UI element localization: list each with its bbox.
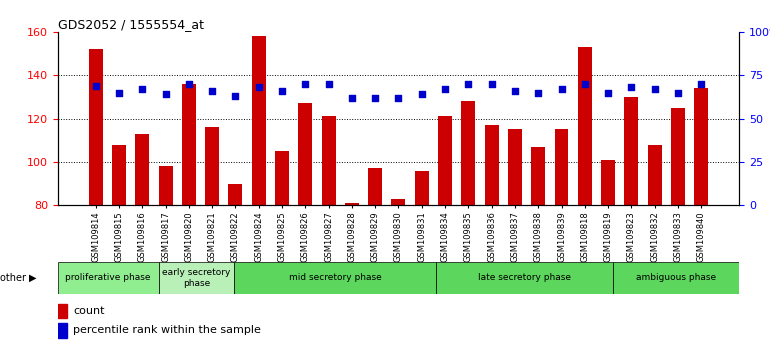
Point xyxy=(323,81,335,87)
Bar xyxy=(58,262,159,294)
Bar xyxy=(229,184,243,205)
Text: other: other xyxy=(0,273,29,283)
Point xyxy=(392,95,404,101)
Bar xyxy=(437,262,613,294)
Bar xyxy=(671,108,685,205)
Point xyxy=(648,86,661,92)
Point xyxy=(578,81,591,87)
Bar xyxy=(252,36,266,205)
Point xyxy=(159,91,172,97)
Bar xyxy=(578,47,592,205)
Bar xyxy=(136,134,149,205)
Point xyxy=(625,85,638,90)
Text: ▶: ▶ xyxy=(29,273,37,283)
Bar xyxy=(508,130,522,205)
Point xyxy=(462,81,474,87)
Bar xyxy=(695,88,708,205)
Point xyxy=(182,81,195,87)
Point xyxy=(695,81,708,87)
Bar xyxy=(484,125,499,205)
Point xyxy=(206,88,219,94)
Bar xyxy=(624,97,638,205)
Point xyxy=(89,83,102,88)
Bar xyxy=(438,116,452,205)
Point xyxy=(602,90,614,95)
Text: GDS2052 / 1555554_at: GDS2052 / 1555554_at xyxy=(58,18,204,31)
Bar xyxy=(531,147,545,205)
Bar xyxy=(89,49,102,205)
Point xyxy=(509,88,521,94)
Bar xyxy=(112,144,126,205)
Bar xyxy=(159,166,172,205)
Text: late secretory phase: late secretory phase xyxy=(478,273,571,282)
Text: early secretory
phase: early secretory phase xyxy=(162,268,231,287)
Text: count: count xyxy=(73,306,105,316)
Bar xyxy=(415,171,429,205)
Text: ambiguous phase: ambiguous phase xyxy=(636,273,716,282)
Bar xyxy=(601,160,615,205)
Point xyxy=(253,85,265,90)
Point xyxy=(369,95,381,101)
Text: proliferative phase: proliferative phase xyxy=(65,273,151,282)
Text: mid secretory phase: mid secretory phase xyxy=(289,273,382,282)
Bar xyxy=(58,304,68,319)
Bar xyxy=(648,144,661,205)
Bar xyxy=(345,203,359,205)
Bar xyxy=(322,116,336,205)
Bar xyxy=(275,151,289,205)
Point xyxy=(416,91,428,97)
Point xyxy=(532,90,544,95)
Bar xyxy=(554,130,568,205)
Bar xyxy=(298,103,313,205)
Point xyxy=(276,88,288,94)
Point xyxy=(346,95,358,101)
Bar xyxy=(613,262,739,294)
Point xyxy=(439,86,451,92)
Bar xyxy=(391,199,406,205)
Bar xyxy=(58,323,68,338)
Point xyxy=(671,90,684,95)
Bar xyxy=(461,101,475,205)
Point xyxy=(300,81,312,87)
Point xyxy=(485,81,497,87)
Bar xyxy=(368,169,382,205)
Point xyxy=(555,86,567,92)
Text: percentile rank within the sample: percentile rank within the sample xyxy=(73,325,261,336)
Bar xyxy=(234,262,437,294)
Bar xyxy=(182,84,196,205)
Point xyxy=(136,86,149,92)
Point xyxy=(113,90,126,95)
Point xyxy=(229,93,242,99)
Bar xyxy=(205,127,219,205)
Bar xyxy=(159,262,234,294)
